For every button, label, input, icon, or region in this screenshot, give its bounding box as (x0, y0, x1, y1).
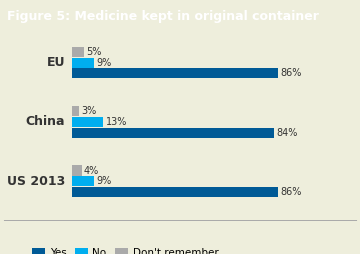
Bar (72, 68, 278, 78)
Text: 9%: 9% (96, 176, 111, 186)
Bar (72, 128, 274, 138)
Text: 5%: 5% (86, 47, 102, 57)
Bar (72, 106, 79, 116)
Text: 3%: 3% (82, 106, 97, 116)
Text: 84%: 84% (276, 128, 297, 138)
Bar (72, 47, 84, 57)
Text: 13%: 13% (105, 117, 127, 127)
Bar (72, 187, 278, 197)
Legend: Yes, No, Don't remember: Yes, No, Don't remember (32, 248, 218, 254)
Bar (72, 117, 103, 127)
Bar (72, 58, 94, 68)
Text: 9%: 9% (96, 58, 111, 68)
Bar (72, 165, 82, 176)
Text: 86%: 86% (281, 187, 302, 197)
Text: 86%: 86% (281, 68, 302, 78)
Text: Figure 5: Medicine kept in original container: Figure 5: Medicine kept in original cont… (7, 10, 319, 23)
Text: 4%: 4% (84, 166, 99, 176)
Bar (72, 176, 94, 186)
